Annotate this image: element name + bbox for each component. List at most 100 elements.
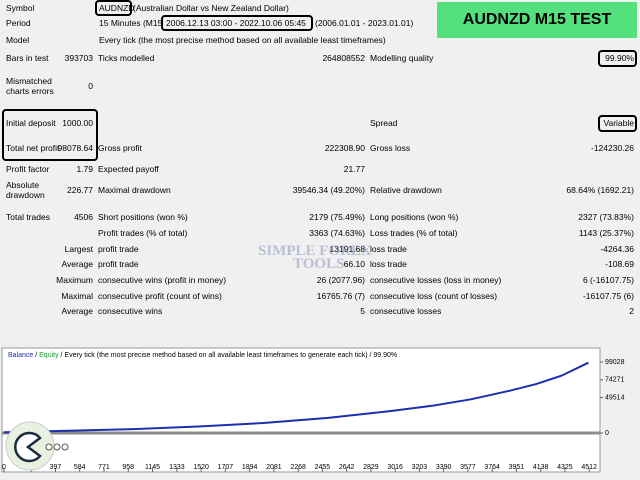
row-label: Long positions (won %): [370, 212, 459, 222]
row-label: Loss trades (% of total): [370, 228, 458, 238]
row-value: 2: [629, 306, 634, 316]
row-label: Bars in test: [6, 53, 49, 63]
row-value: 4506: [74, 212, 93, 222]
row-value: 21.77: [343, 164, 365, 174]
row-label: Ticks modelled: [98, 53, 155, 63]
row-value: 0: [88, 81, 93, 91]
x-tick-label: 3390: [436, 464, 452, 471]
highlight-box: [2, 109, 98, 161]
row-label: profit trade: [98, 259, 139, 269]
balance-line: [3, 361, 589, 434]
symbol-name: (Australian Dollar vs New Zealand Dollar…: [133, 3, 289, 13]
row-value: 98078.64: [57, 143, 93, 153]
row-label: consecutive losses (loss in money): [370, 275, 502, 285]
row-label: Maximum: [56, 275, 93, 285]
row-label: consecutive loss (count of losses): [370, 291, 498, 301]
period-timeframe: 15 Minutes (M15): [99, 18, 162, 28]
x-tick-label: 958: [122, 464, 134, 471]
legend: Balance / Equity / Every tick (the most …: [8, 352, 397, 359]
row-value: 1143 (25.37%): [578, 228, 634, 238]
watermark: SIMPLE FOREX: [258, 243, 372, 259]
logo: [5, 421, 69, 471]
logo-dot: [61, 443, 69, 451]
row-value: 393703: [64, 53, 93, 63]
x-tick-label: 1145: [145, 464, 160, 471]
row-value: -4264.36: [600, 244, 634, 254]
row-value: 226.77: [67, 185, 93, 195]
row-value: 5: [360, 306, 365, 316]
highlight-box: [598, 115, 637, 132]
y-tick-label: 49514: [605, 394, 625, 401]
x-tick-label: 4138: [533, 464, 549, 471]
x-tick-label: 4512: [581, 464, 597, 471]
row-label: Profit trades (% of total): [98, 228, 188, 238]
balance-chart: Balance / Equity / Every tick (the most …: [1, 347, 625, 473]
row-value: 68.64% (1692.21): [566, 185, 634, 195]
row-label: Average: [61, 259, 93, 269]
highlight-box: [161, 15, 313, 31]
x-tick-label: 0: [2, 464, 6, 471]
row-label: Total net profit: [6, 143, 60, 153]
legend-balance: Balance: [8, 352, 33, 359]
row-label: consecutive losses: [370, 306, 442, 316]
model-text: Every tick (the most precise method base…: [99, 35, 386, 45]
x-tick-label: 1894: [242, 464, 258, 471]
x-tick-label: 3203: [412, 464, 428, 471]
x-tick-label: 2642: [339, 464, 355, 471]
x-tick-label: 3764: [484, 464, 500, 471]
row-value: -16107.75 (6): [582, 291, 634, 301]
banner: AUDNZD M15 TEST: [437, 2, 637, 38]
row-value: 39546.34 (49.20%): [292, 185, 365, 195]
plot-area: [1, 347, 601, 473]
row-label: Modelling quality: [370, 53, 434, 63]
row-value: 1000.00: [62, 118, 93, 128]
row-value: 99.90%: [605, 53, 634, 63]
row-label: Initial deposit: [6, 118, 56, 128]
x-tick-label: 2829: [363, 464, 379, 471]
row-label: Mismatched charts errors: [6, 76, 54, 96]
row-value: 13191.68: [329, 244, 365, 254]
row-label: consecutive wins: [98, 306, 163, 316]
row-value: 2327 (73.83%): [578, 212, 634, 222]
legend-separator: /: [59, 352, 65, 359]
x-tick-label: 4325: [557, 464, 573, 471]
row-label: loss trade: [370, 259, 407, 269]
x-tick-label: 584: [74, 464, 86, 471]
legend-quality: 99.90%: [373, 352, 397, 359]
x-tick-label: 2455: [315, 464, 331, 471]
row-value: 3363 (74.63%): [309, 228, 365, 238]
logo-dot: [53, 443, 61, 451]
logo-pacman: [14, 431, 42, 463]
row-label: profit trade: [98, 244, 139, 254]
y-tick-label: 0: [605, 430, 609, 437]
x-tick-label: 2268: [290, 464, 306, 471]
period-range: 2006.12.13 03:00 - 2022.10.06 05:45: [166, 18, 306, 28]
row-value: 264808552: [322, 53, 365, 63]
legend-model: Every tick (the most precise method base…: [64, 352, 367, 359]
label: Period: [6, 18, 31, 28]
row-value: 1.79: [76, 164, 93, 174]
row-label: Largest: [64, 244, 93, 254]
row-label: Profit factor: [6, 164, 50, 174]
row-label: Average: [61, 306, 93, 316]
row-label: consecutive wins (profit in money): [98, 275, 227, 285]
x-tick-label: 1520: [193, 464, 209, 471]
row-label: Spread: [370, 118, 398, 128]
row-value: 66.10: [343, 259, 365, 269]
legend-separator: /: [33, 352, 39, 359]
row-label: Maximal: [61, 291, 93, 301]
row-label: Short positions (won %): [98, 212, 188, 222]
legend-separator: /: [368, 352, 374, 359]
label: Model: [6, 35, 30, 45]
row-value: Variable: [603, 118, 634, 128]
row-value: -108.69: [605, 259, 634, 269]
row-label: Absolute drawdown: [6, 180, 45, 200]
row-value: 16765.76 (7): [316, 291, 365, 301]
row-value: 2179 (75.49%): [309, 212, 365, 222]
x-tick-label: 1707: [218, 464, 234, 471]
logo-dot: [45, 443, 53, 451]
x-tick-label: 1333: [169, 464, 185, 471]
x-tick-label: 3577: [460, 464, 476, 471]
row-label: Total trades: [6, 212, 50, 222]
